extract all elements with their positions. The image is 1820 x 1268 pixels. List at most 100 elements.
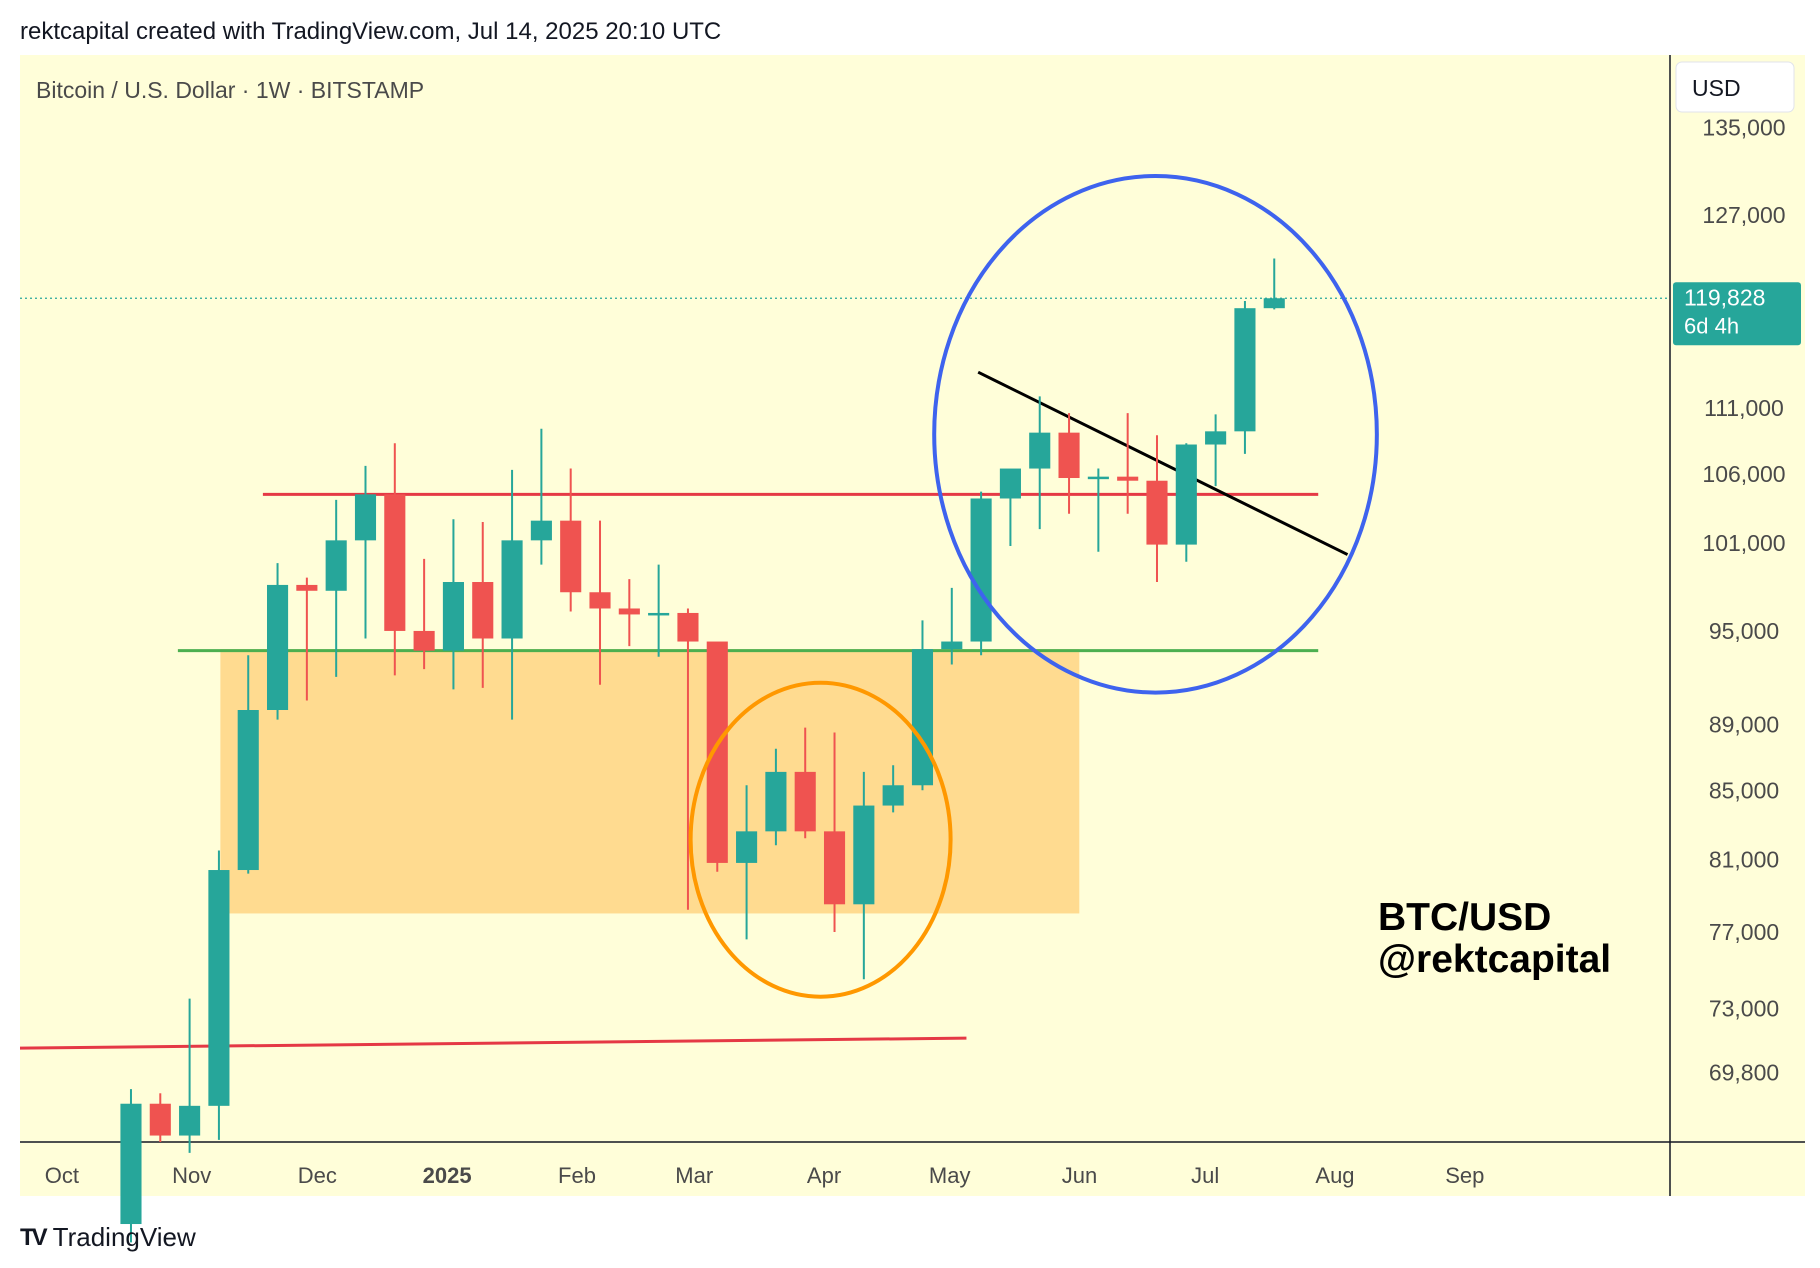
candle: [1146, 435, 1168, 583]
price-label-countdown: 6d 4h: [1684, 313, 1739, 338]
candle: [1117, 413, 1139, 514]
price-label-box: [1673, 282, 1801, 346]
time-tick-label: Oct: [45, 1163, 79, 1188]
candle: [618, 579, 640, 647]
candle-body: [999, 468, 1021, 499]
candle-body: [1087, 476, 1109, 480]
candle-body: [413, 630, 435, 651]
support-zone: [220, 649, 1080, 914]
candle-body: [618, 608, 640, 615]
current-price-label: 119,828 6d 4h: [1673, 282, 1801, 346]
price-tick-label: 111,000: [1704, 395, 1784, 421]
price-label-value: 119,828: [1684, 284, 1765, 310]
price-tick-label: 127,000: [1702, 202, 1785, 228]
candle: [442, 519, 464, 690]
candle: [325, 499, 347, 677]
candle-body: [120, 1103, 142, 1225]
chart-title: Bitcoin / U.S. Dollar · 1W · BITSTAMP: [36, 77, 424, 103]
price-tick-label: 135,000: [1702, 114, 1785, 140]
currency-label: USD: [1692, 75, 1741, 101]
lower-trendline: [19, 1036, 967, 1050]
candle-body: [237, 709, 259, 871]
time-tick-label: Jul: [1191, 1163, 1219, 1188]
candle: [706, 641, 728, 872]
time-tick-label: Dec: [298, 1163, 337, 1188]
candle: [208, 850, 230, 1140]
candle: [1175, 443, 1197, 562]
price-tick-label: 89,000: [1709, 711, 1779, 737]
candle: [354, 465, 377, 639]
price-tick-label: 81,000: [1709, 846, 1779, 872]
candle: [120, 1089, 142, 1243]
candle-body: [179, 1105, 201, 1136]
candle-body: [736, 831, 758, 863]
candle: [794, 727, 816, 839]
price-tick-label: 101,000: [1702, 530, 1785, 556]
price-tick-label: 106,000: [1702, 461, 1785, 487]
time-tick-label: Mar: [675, 1163, 713, 1188]
candle-body: [149, 1103, 171, 1136]
time-tick-label: Sep: [1445, 1163, 1484, 1188]
candle: [1029, 396, 1051, 530]
annotation-circles: [688, 174, 1379, 999]
time-tick-label: Aug: [1315, 1163, 1354, 1188]
candle-body: [823, 831, 846, 905]
candle-body: [794, 771, 816, 832]
orange-circle: [688, 680, 953, 999]
candle: [736, 785, 758, 940]
footer-brand: TradingView: [52, 1222, 196, 1252]
time-tick-label: Feb: [558, 1163, 596, 1188]
candle-body: [1146, 480, 1168, 545]
candle: [1234, 300, 1256, 454]
candle-body: [560, 520, 582, 593]
candle-body: [1058, 432, 1080, 479]
candle-body: [911, 649, 934, 786]
time-tick-label: Apr: [807, 1163, 841, 1188]
candle: [560, 468, 582, 612]
candle-body: [325, 540, 347, 591]
candle-body: [706, 641, 728, 863]
candle-body: [472, 582, 494, 639]
price-tick-label: 73,000: [1709, 995, 1779, 1021]
candle: [941, 587, 963, 665]
candle: [1263, 258, 1285, 310]
time-tick-label: 2025: [423, 1163, 472, 1188]
candle-body: [501, 540, 523, 639]
candle: [882, 765, 904, 813]
watermark: BTC/USD @rektcapital: [1378, 896, 1611, 981]
watermark-line-1: BTC/USD: [1378, 896, 1551, 939]
candle: [853, 771, 875, 980]
candle: [1058, 413, 1080, 514]
currency-button[interactable]: USD: [1675, 61, 1795, 113]
candle: [589, 520, 611, 685]
candle: [384, 443, 406, 676]
candle-body: [384, 494, 406, 631]
candle-body: [354, 494, 377, 541]
time-axis-area: [20, 1142, 1670, 1196]
price-axis: 135,000 127,000 111,000 106,000 101,000 95,00…: [1702, 114, 1785, 1085]
candle: [765, 748, 787, 846]
candle: [1205, 414, 1227, 487]
blue-circle: [932, 174, 1379, 695]
candle: [149, 1093, 171, 1142]
candle: [823, 732, 846, 932]
candle: [530, 428, 552, 565]
candle-body: [1263, 298, 1285, 309]
candle: [999, 468, 1021, 547]
candle-body: [941, 641, 963, 650]
candle-body: [1029, 432, 1051, 469]
candle: [472, 522, 494, 688]
candle: [413, 558, 435, 670]
candle-body: [1117, 476, 1139, 481]
candle: [648, 564, 670, 657]
candle-body: [589, 592, 611, 609]
price-tick-label: 85,000: [1709, 777, 1779, 803]
candle: [179, 998, 201, 1153]
tradingview-logo-icon: TV: [20, 1223, 48, 1251]
candle-body: [266, 584, 289, 710]
candle-body: [1175, 444, 1197, 545]
candle-body: [765, 771, 787, 832]
chart-header: rektcapital created with TradingView.com…: [20, 18, 722, 45]
candle-body: [1234, 308, 1256, 432]
